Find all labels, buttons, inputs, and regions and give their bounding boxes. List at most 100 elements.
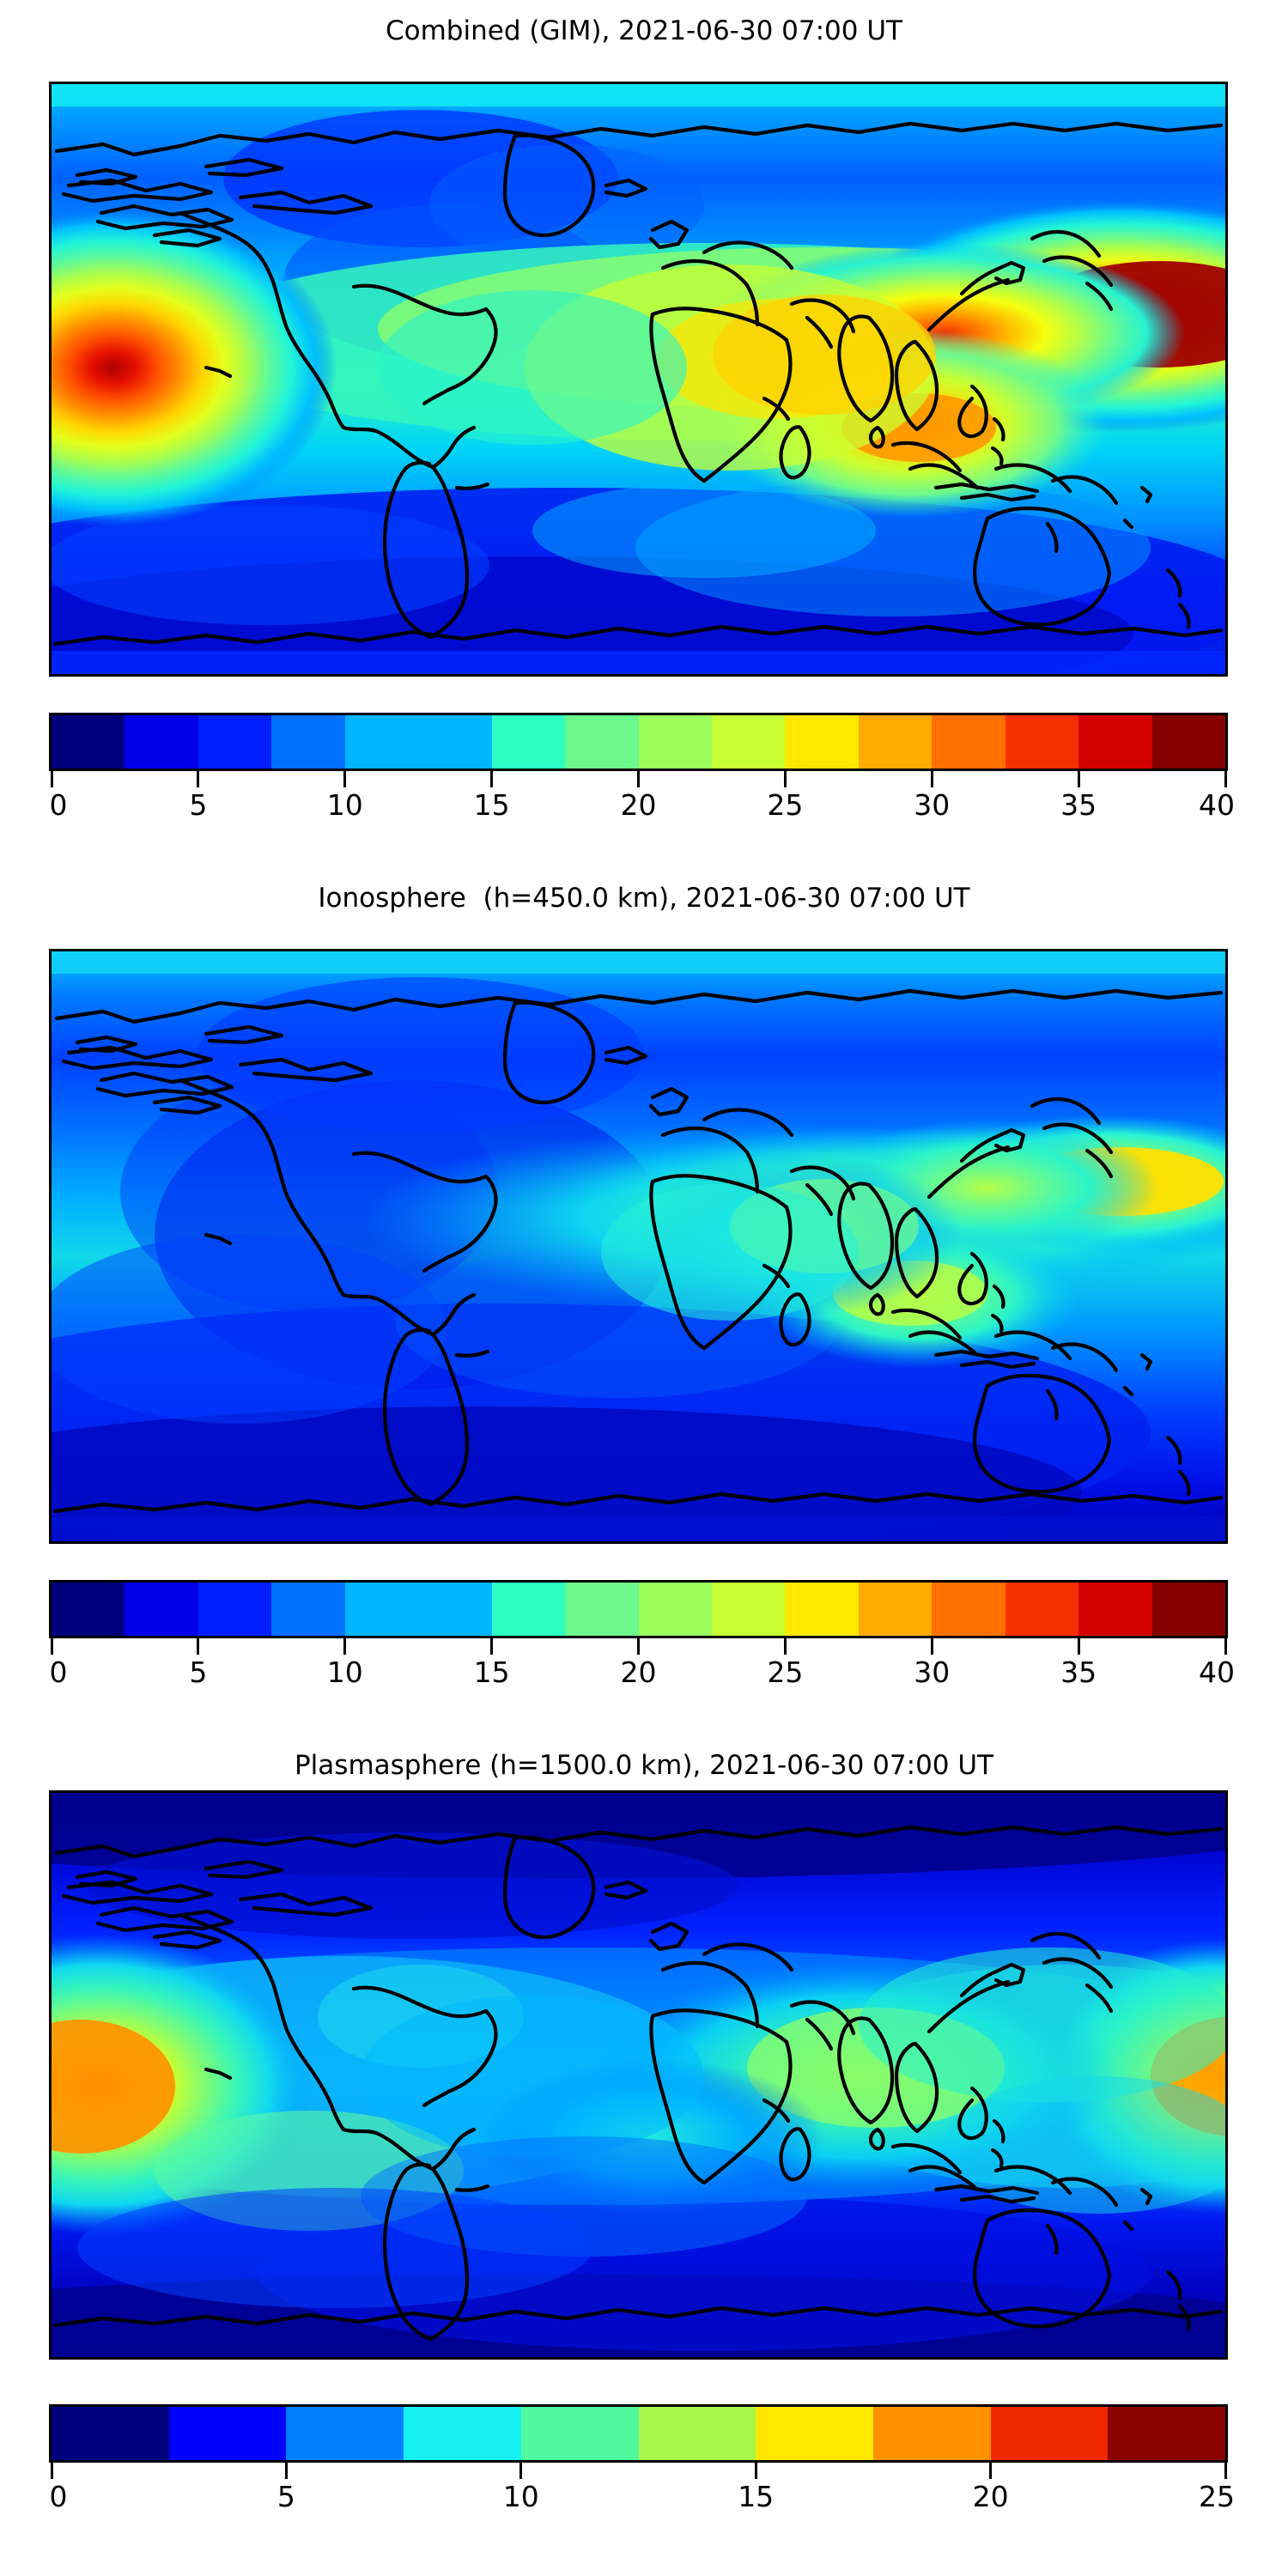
colorbar-tick [343, 771, 347, 787]
colorbar-tick-label: 0 [49, 788, 68, 822]
colorbar-segment [1078, 715, 1152, 769]
colorbar-segment [872, 2407, 991, 2460]
colorbar-tick-label: 30 [914, 1656, 951, 1689]
colorbar-tick [490, 771, 494, 787]
colorbar-tick [783, 771, 787, 787]
colorbar-tick-label: 25 [767, 1656, 804, 1689]
colorbar-tick [1077, 1638, 1080, 1655]
colorbar-strip-ionosphere [49, 1580, 1228, 1638]
colorbar-tick [754, 2463, 757, 2479]
colorbar-tick [930, 771, 933, 787]
colorbar-tick [783, 1638, 787, 1655]
colorbar-tick [1224, 771, 1227, 787]
colorbar-segment [756, 2407, 873, 2460]
colorbar-tick [50, 2463, 53, 2479]
colorbar-segment [491, 1583, 566, 1636]
colorbar-segment [271, 715, 345, 769]
colorbar-segment [1078, 1583, 1152, 1636]
colorbar-tick [519, 2463, 523, 2479]
colorbar-tick-label: 10 [326, 788, 363, 822]
colorbar-labels-combined: 0 5 10 15 20 25 30 35 40 [49, 788, 1236, 828]
colorbar-tick-label: 10 [326, 1656, 363, 1689]
colorbar-ticks-plasmasphere [49, 2463, 1228, 2480]
colorbar-segment [344, 715, 419, 769]
colorbar-segment [197, 715, 272, 769]
colorbar-tick [197, 771, 200, 787]
colorbar-segment [1005, 1583, 1079, 1636]
colorbar-segment [565, 715, 639, 769]
map-svg-ionosphere [52, 951, 1225, 1541]
colorbar-tick [1224, 2463, 1227, 2479]
panel-ionosphere: Ionosphere (h=450.0 km), 2021-06-30 07:0… [0, 859, 1288, 1726]
colorbar-segment [125, 715, 198, 769]
colorbar-tick-label: 40 [1199, 788, 1235, 822]
colorbar-segment [125, 1583, 198, 1636]
colorbar-tick-label: 20 [620, 788, 657, 822]
colorbar-tick [50, 771, 53, 787]
colorbar-segment [168, 2407, 287, 2460]
colorbar-segment [52, 715, 125, 769]
colorbar-strip-combined [49, 713, 1228, 771]
colorbar-tick-label: 35 [1060, 788, 1097, 822]
colorbar-tick-label: 10 [502, 2480, 539, 2513]
colorbar-segment [990, 2407, 1109, 2460]
colorbar-segment [638, 2407, 756, 2460]
colorbar-combined: 0 5 10 15 20 25 30 35 40 [49, 713, 1236, 828]
colorbar-segment [1005, 715, 1079, 769]
colorbar-tick-label: 0 [49, 1656, 68, 1689]
colorbar-labels-ionosphere: 0 5 10 15 20 25 30 35 40 [49, 1656, 1236, 1695]
coastlines [52, 988, 1224, 1514]
colorbar-segment [565, 1583, 639, 1636]
colorbar-tick-label: 30 [914, 788, 951, 822]
colorbar-tick-label: 25 [1199, 2480, 1235, 2513]
map-svg-plasmasphere [52, 1793, 1225, 2357]
colorbar-ionosphere: 0 5 10 15 20 25 30 35 40 [49, 1580, 1236, 1695]
colorbar-segment [638, 715, 712, 769]
colorbar-tick-label: 5 [189, 788, 208, 822]
colorbar-tick-label: 0 [49, 2480, 68, 2513]
colorbar-segment [711, 1583, 786, 1636]
colorbar-tick [197, 1638, 200, 1655]
colorbar-segment [858, 1583, 933, 1636]
colorbar-segment [52, 2407, 169, 2460]
coastlines [52, 1825, 1224, 2342]
colorbar-tick [284, 2463, 288, 2479]
colorbar-strip-plasmasphere [49, 2404, 1228, 2463]
colorbar-tick-label: 25 [767, 788, 804, 822]
colorbar-segment [344, 1583, 419, 1636]
panel-title-ionosphere: Ionosphere (h=450.0 km), 2021-06-30 07:0… [318, 883, 970, 914]
colorbar-segment [638, 1583, 712, 1636]
colorbar-tick-label: 5 [189, 1656, 208, 1689]
colorbar-segment [286, 2407, 404, 2460]
colorbar-segment [1151, 1583, 1225, 1636]
colorbar-segment [1108, 2407, 1226, 2460]
colorbar-ticks-combined [49, 771, 1228, 788]
panel-plasmasphere: Plasmasphere (h=1500.0 km), 2021-06-30 0… [0, 1726, 1288, 2576]
map-combined-gim [49, 82, 1228, 677]
panel-combined-gim: Combined (GIM), 2021-06-30 07:00 UT [0, 0, 1288, 859]
colorbar-tick [1077, 771, 1080, 787]
colorbar-tick [1224, 1638, 1227, 1655]
colorbar-segment [418, 1583, 492, 1636]
colorbar-tick-label: 35 [1060, 1656, 1097, 1689]
colorbar-tick [343, 1638, 347, 1655]
coastlines [52, 121, 1224, 647]
colorbar-segment [932, 1583, 1005, 1636]
colorbar-segment [404, 2407, 521, 2460]
panel-title-plasmasphere: Plasmasphere (h=1500.0 km), 2021-06-30 0… [294, 1750, 993, 1781]
colorbar-tick [50, 1638, 53, 1655]
colorbar-tick [490, 1638, 494, 1655]
colorbar-segment [711, 715, 786, 769]
colorbar-segment [785, 1583, 859, 1636]
colorbar-tick [637, 771, 640, 787]
colorbar-plasmasphere: 0 5 10 15 20 25 [49, 2404, 1235, 2519]
panel-title-combined: Combined (GIM), 2021-06-30 07:00 UT [386, 15, 902, 46]
colorbar-tick-label: 20 [620, 1656, 657, 1689]
colorbar-tick-label: 15 [473, 788, 510, 822]
colorbar-segment [271, 1583, 345, 1636]
colorbar-segment [785, 715, 859, 769]
colorbar-segment [491, 715, 566, 769]
colorbar-tick-label: 5 [276, 2480, 295, 2513]
colorbar-tick-label: 15 [473, 1656, 510, 1689]
